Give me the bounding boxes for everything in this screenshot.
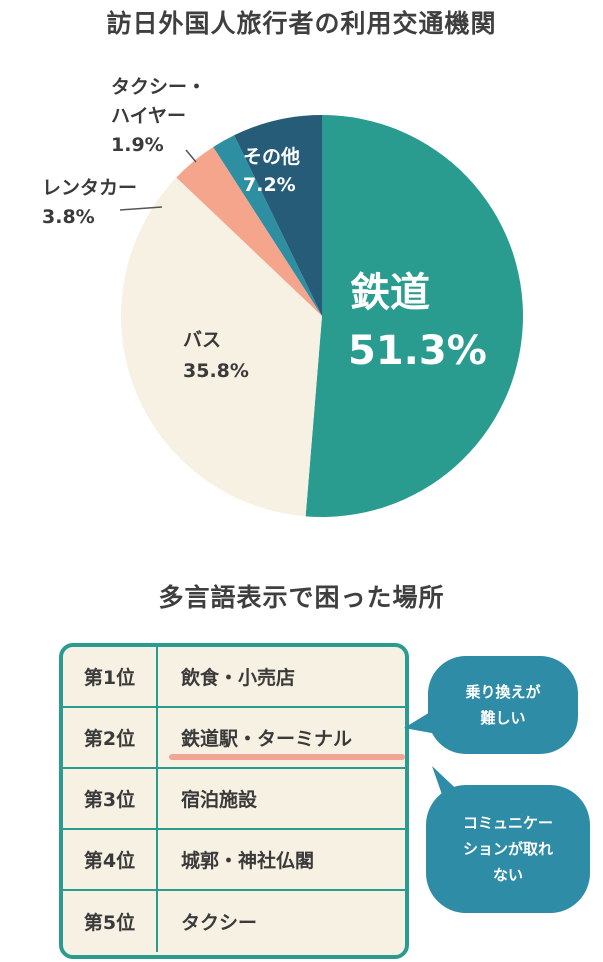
label-other-name: その他 [243, 145, 300, 168]
table-row-2: 第2位 鉄道駅・ターミナル [63, 708, 405, 769]
ranking-table: 第1位 飲食・小売店 第2位 鉄道駅・ターミナル 第3位 宿泊施設 第4位 城郭… [59, 643, 409, 959]
pie-slice-0 [305, 115, 523, 517]
label-bus-value: 35.8% [183, 360, 249, 382]
speech-bubble-communication: コミュニケー ションが取れ ない [426, 785, 590, 913]
label-taxi-value: 1.9% [111, 134, 164, 156]
pie-slice-2 [176, 146, 322, 316]
rank-cell: 第4位 [63, 830, 158, 889]
table-row-5: 第5位 タクシー [63, 891, 405, 952]
label-other-value: 7.2% [243, 174, 296, 196]
bubble-text: ションが取れ [462, 840, 553, 858]
label-rental-value: 3.8% [42, 206, 95, 228]
place-cell: タクシー [181, 912, 258, 934]
pie-slice-4 [234, 115, 322, 316]
table-row-4: 第4位 城郭・神社仏閣 [63, 830, 405, 891]
table-row-3: 第3位 宿泊施設 [63, 769, 405, 830]
table-row-1: 第1位 飲食・小売店 [63, 647, 405, 708]
rank-cell: 第1位 [63, 647, 158, 706]
label-taxi-name-2: ハイヤー [111, 105, 186, 127]
leader-line-rental [119, 206, 163, 211]
rank-cell: 第5位 [63, 891, 158, 952]
pie-slices [120, 115, 523, 517]
highlight-underline [169, 754, 405, 760]
place-cell: 飲食・小売店 [181, 667, 296, 689]
bubble-text: コミュニケー [462, 814, 553, 832]
rank-cell: 第3位 [63, 769, 158, 828]
place-cell: 鉄道駅・ターミナル [181, 728, 353, 750]
table-title: 多言語表示で困った場所 [158, 583, 445, 612]
transport-pie-chart: 鉄道 51.3% バス 35.8% レンタカー 3.8% タクシー・ ハイヤー … [42, 76, 523, 517]
pie-title: 訪日外国人旅行者の利用交通機関 [106, 9, 497, 38]
bubble-text: 難しい [480, 709, 526, 727]
bubble-text: ない [492, 866, 523, 884]
label-rental-name: レンタカー [42, 177, 137, 199]
label-taxi-name-1: タクシー・ [111, 76, 206, 98]
bubble-text: 乗り換えが [465, 683, 541, 701]
leader-lines [119, 149, 197, 211]
pie-slice-1 [120, 177, 322, 517]
place-cell: 宿泊施設 [181, 789, 258, 811]
speech-bubble-transfer: 乗り換えが 難しい [428, 656, 578, 754]
label-rail-value: 51.3% [348, 328, 487, 374]
label-rail-name: 鉄道 [350, 270, 430, 316]
pie-slice-3 [213, 135, 322, 316]
leader-line-taxi [185, 149, 197, 163]
place-cell: 城郭・神社仏閣 [181, 850, 315, 872]
rank-cell: 第2位 [63, 708, 158, 767]
label-bus-name: バス [183, 329, 221, 351]
